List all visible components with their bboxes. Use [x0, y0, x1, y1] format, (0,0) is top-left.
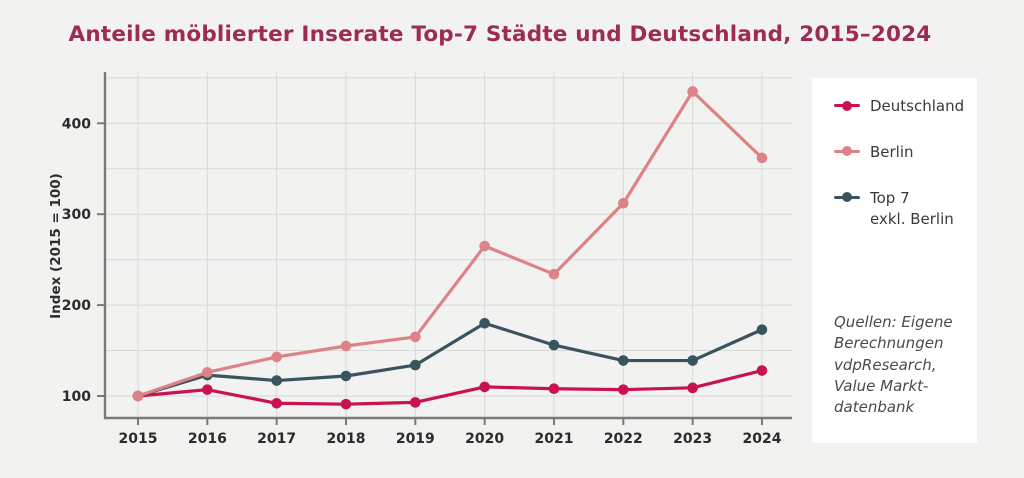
chart-title: Anteile möblierter Inserate Top-7 Städte…: [68, 22, 932, 47]
series-deutschland: [132, 365, 768, 410]
data-point: [479, 317, 490, 329]
x-tick-label: 2019: [396, 431, 435, 447]
data-point: [271, 351, 282, 363]
x-tick-label: 2017: [257, 431, 296, 447]
axes: 100 200 300 400 2015 2016 2017 2018 2019 2020 2021…: [62, 72, 792, 447]
data-point: [756, 324, 768, 335]
data-point: [132, 390, 144, 402]
x-tick-label: 2016: [188, 431, 227, 447]
data-point: [271, 375, 282, 386]
series-top-7-exkl-berlin: [132, 317, 768, 402]
data-point: [410, 359, 421, 371]
legend-item-top-7-exkl-berlin: Top 7 exkl. Berlin: [834, 188, 964, 232]
legend-panel: Deutschland Berlin Top 7 exkl. Berlin Quel…: [812, 78, 977, 443]
data-point: [618, 197, 629, 209]
x-tick-label: 2022: [604, 431, 643, 447]
legend-label: Berlin: [870, 142, 914, 161]
data-point: [202, 367, 213, 378]
legend-item-deutschland: Deutschland: [834, 96, 964, 118]
legend-item-berlin: Berlin: [834, 142, 964, 164]
data-point: [548, 339, 560, 351]
legend-marker-icon: [834, 192, 860, 203]
data-point: [756, 152, 768, 164]
data-point: [410, 331, 421, 343]
series-berlin: [132, 86, 768, 402]
legend-label: Top 7 exkl. Berlin: [870, 188, 954, 229]
data-point: [340, 370, 352, 382]
x-tick-label: 2023: [673, 431, 712, 447]
x-tick-label: 2018: [327, 431, 366, 447]
legend-dot-icon: [842, 146, 852, 157]
data-point: [340, 340, 352, 352]
source-note: Quellen: Eigene Berechnungen vdpResearch…: [834, 313, 953, 417]
data-point: [202, 384, 213, 395]
data-point: [479, 240, 490, 252]
data-point: [548, 383, 560, 395]
legend-marker-icon: [834, 100, 860, 111]
data-point: [687, 382, 698, 394]
data-point: [479, 381, 490, 393]
legend-dot-icon: [842, 192, 852, 203]
legend-dot-icon: [842, 100, 852, 111]
data-point: [618, 355, 629, 366]
x-tick-label: 2024: [742, 431, 781, 447]
x-tick-label: 2021: [534, 431, 573, 447]
legend: Deutschland Berlin Top 7 exkl. Berlin: [834, 96, 964, 231]
data-point: [687, 86, 698, 97]
x-tick-label: 2020: [465, 431, 504, 447]
y-tick-label: 300: [62, 207, 91, 223]
gridlines: [105, 72, 792, 418]
legend-marker-icon: [834, 146, 860, 157]
data-point: [271, 397, 282, 409]
data-point: [340, 398, 352, 410]
data-point: [618, 384, 629, 395]
data-point: [548, 268, 560, 280]
y-tick-label: 400: [62, 116, 91, 132]
data-point: [687, 355, 698, 366]
data-point: [756, 365, 768, 376]
legend-label: Deutschland: [870, 97, 965, 115]
data-point: [410, 397, 421, 408]
y-tick-label: 100: [62, 389, 91, 405]
y-tick-label: 200: [62, 298, 91, 314]
x-tick-label: 2015: [119, 431, 158, 447]
